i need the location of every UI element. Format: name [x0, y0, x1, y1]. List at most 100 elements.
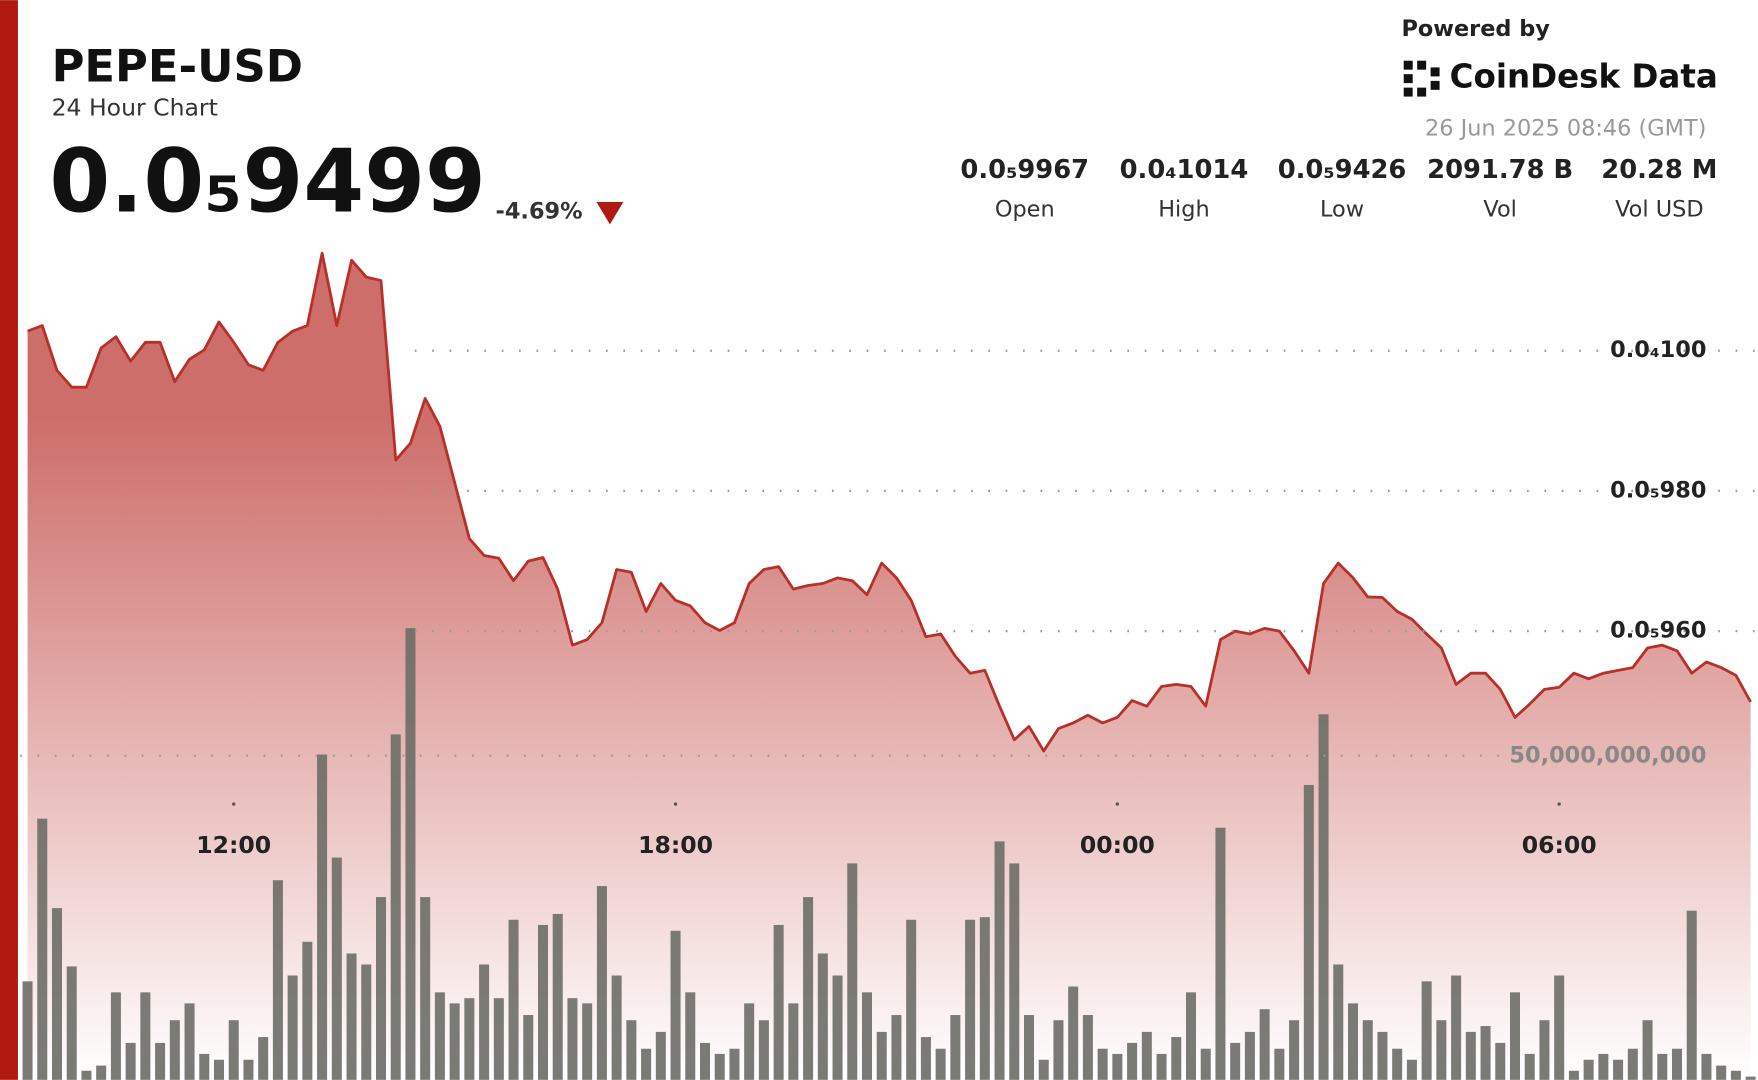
stat-label: Vol: [1483, 196, 1517, 222]
price: 0.0₅9499: [49, 130, 486, 232]
stat-label: High: [1158, 196, 1210, 222]
volume-bar: [1627, 1048, 1638, 1080]
volume-bar: [876, 1031, 887, 1080]
y-tick-label: 0.0₄100: [1610, 337, 1706, 363]
volume-bar: [567, 998, 578, 1080]
stat-label: Vol USD: [1615, 196, 1704, 222]
x-tick-mark: [232, 802, 236, 806]
volume-bar: [655, 1031, 666, 1080]
volume-bar: [714, 1053, 725, 1080]
volume-bar: [1274, 1048, 1285, 1080]
volume-bar: [1554, 975, 1565, 1080]
volume-bar: [110, 992, 121, 1080]
volume-bar: [1289, 1020, 1300, 1080]
volume-bar: [228, 1020, 239, 1080]
volume-bar: [729, 1048, 740, 1080]
title: PEPE-USD: [52, 40, 303, 93]
volume-bar: [1097, 1048, 1108, 1080]
volume-bar: [773, 924, 784, 1080]
volume-bar: [626, 1020, 637, 1080]
volume-bar: [346, 953, 357, 1080]
volume-bar: [1141, 1031, 1152, 1080]
volume-bar: [243, 1059, 254, 1080]
volume-bar: [96, 1065, 107, 1080]
volume-bar: [950, 1015, 961, 1080]
volume-bar: [213, 1059, 225, 1080]
x-tick-label: 00:00: [1080, 831, 1155, 859]
volume-bar: [1436, 1020, 1447, 1080]
volume-bar: [493, 998, 504, 1080]
volume-bar: [552, 913, 563, 1080]
volume-bar: [537, 924, 549, 1080]
x-tick-mark: [1115, 802, 1120, 806]
x-tick-label: 12:00: [196, 831, 271, 859]
volume-bar: [1539, 1020, 1550, 1080]
volume-bar: [803, 897, 814, 1080]
subtitle: 24 Hour Chart: [52, 93, 218, 121]
volume-bar: [390, 734, 401, 1080]
volume-bar: [1451, 975, 1462, 1080]
volume-bar: [302, 941, 313, 1080]
line-layer: [27, 251, 1752, 753]
volume-bar: [861, 992, 873, 1080]
volume-bar: [965, 919, 976, 1080]
x-tick-label: 18:00: [638, 831, 713, 859]
volume-bar: [1082, 1015, 1093, 1080]
volume-bar: [670, 930, 681, 1080]
y-tick-label: 0.0₅980: [1610, 477, 1706, 503]
volume-bar: [758, 1020, 769, 1080]
volume-bar: [1745, 1076, 1756, 1080]
volume-bar: [1392, 1048, 1403, 1080]
volume-bar: [891, 1015, 902, 1080]
volume-bar: [1421, 981, 1432, 1080]
volume-bar: [979, 917, 990, 1080]
volume-bar: [1686, 910, 1697, 1080]
volume-bar: [1495, 1042, 1506, 1080]
volume-bar: [317, 754, 328, 1080]
volume-bar: [1568, 1070, 1579, 1080]
volume-bar: [1333, 964, 1344, 1080]
volume-bar: [22, 981, 33, 1080]
price-line: [27, 251, 1752, 753]
volume-bar: [1598, 1053, 1609, 1080]
volume-bar: [847, 863, 858, 1080]
powered-by: Powered by: [1401, 16, 1550, 42]
volume-bar: [1068, 986, 1079, 1080]
volume-bar: [1642, 1020, 1653, 1080]
volume-bar: [81, 1070, 92, 1080]
volume-bar: [361, 964, 372, 1080]
volume-bar: [1112, 1053, 1123, 1080]
x-tick-mark: [1557, 802, 1561, 806]
stat-label: Open: [995, 196, 1055, 222]
volume-bar: [1053, 1020, 1064, 1080]
volume-bar: [479, 964, 490, 1080]
stats: 0.0₅9967 Open 0.0₄1014 High 0.0₅9426 Low…: [960, 155, 1717, 222]
volume-bar: [1259, 1009, 1270, 1080]
volume-bar: [1127, 1042, 1138, 1080]
volume-bar: [169, 1020, 180, 1080]
stat-value: 0.0₅9967: [960, 155, 1089, 185]
volume-bar: [1009, 863, 1020, 1080]
axes-layer: 0.0₄100 0.0₅980 0.0₅960 50,000,000,000 12:00…: [20, 337, 1758, 859]
volume-bar: [935, 1048, 946, 1080]
plot-area: 0.0₄100 0.0₅980 0.0₅960 50,000,000,000 12:00…: [20, 251, 1758, 1080]
bar-layer: [22, 628, 1756, 1080]
volume-bar: [1377, 1031, 1388, 1080]
volume-bar: [140, 992, 151, 1080]
volume-bar: [1730, 1070, 1741, 1080]
brand-logo: [1403, 60, 1440, 97]
volume-bar: [744, 1003, 755, 1080]
volume-bar: [434, 992, 445, 1080]
volume-bar: [420, 897, 431, 1080]
stat-value: 2091.78 B: [1427, 155, 1573, 185]
volume-bar: [994, 841, 1005, 1080]
volume-bar: [125, 1042, 136, 1080]
volume-bar: [1524, 1053, 1535, 1080]
volume-bar: [1215, 827, 1226, 1080]
volume-bar: [1657, 1053, 1668, 1080]
volume-bar: [596, 886, 607, 1080]
volume-bar: [1185, 992, 1197, 1080]
volume-bar: [1509, 992, 1521, 1080]
